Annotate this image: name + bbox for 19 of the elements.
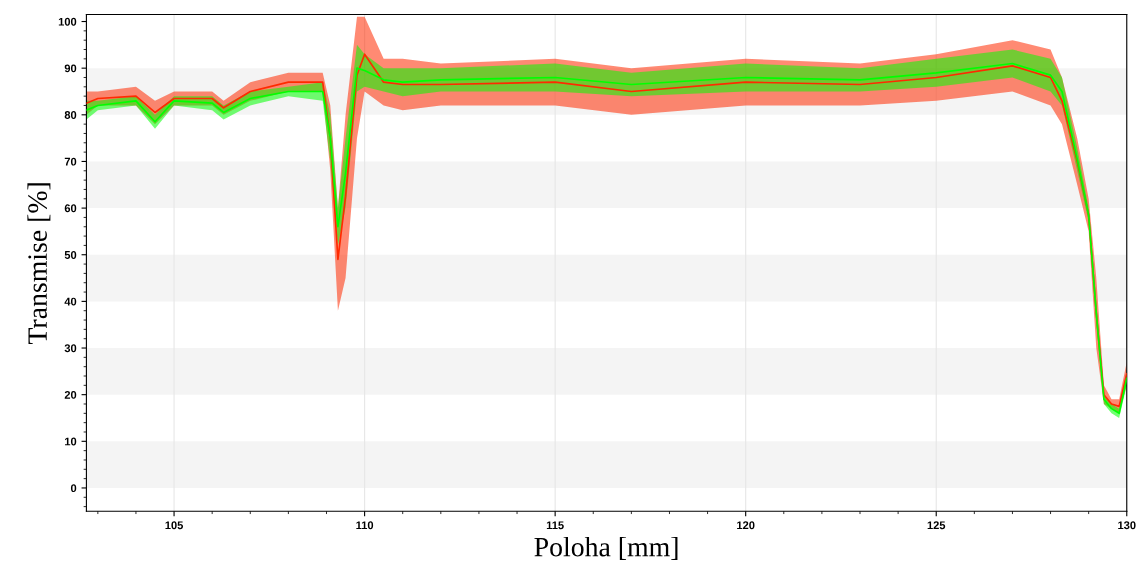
y-tick-label: 60 (64, 204, 77, 213)
x-tick-label: 125 (927, 521, 946, 530)
y-tick-label: 20 (64, 390, 77, 399)
x-tick-label: 130 (1118, 521, 1136, 530)
y-tick-label: 80 (64, 111, 77, 119)
y-tick-label: 50 (64, 251, 77, 259)
x-tick-label: 120 (737, 521, 755, 530)
x-tick-label: 105 (165, 521, 184, 530)
y-axis-title: Transmise [%] (27, 183, 51, 345)
y-tick-label: 70 (64, 157, 77, 166)
y-tick-label: 100 (58, 17, 77, 26)
y-tick-label: 30 (64, 344, 77, 353)
x-tick-label: 110 (356, 521, 374, 530)
y-tick-label: 0 (70, 484, 77, 493)
y-tick-label: 40 (64, 297, 77, 306)
y-tick-label: 10 (65, 437, 77, 446)
y-tick-label: 90 (64, 64, 77, 73)
x-axis-title: Poloha [mm] (534, 536, 678, 560)
x-tick-label: 115 (546, 521, 564, 530)
